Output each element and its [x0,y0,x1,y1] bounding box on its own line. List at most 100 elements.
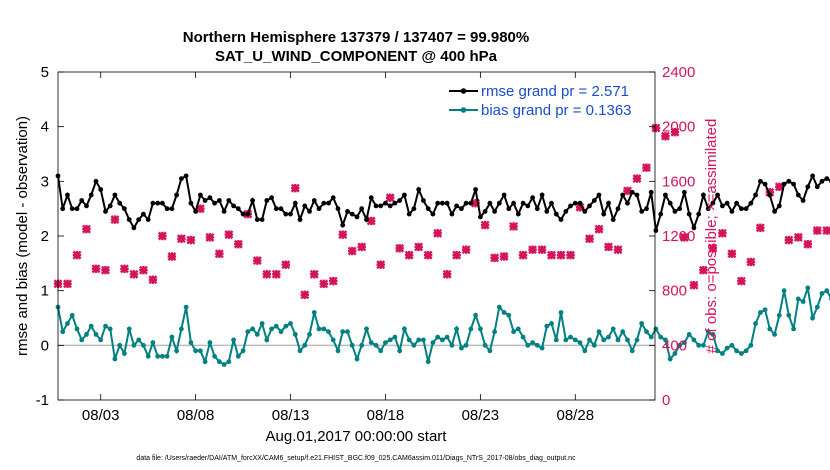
rmse-series-point [734,200,739,206]
obs-assimilated-marker [423,250,433,260]
obs-assimilated-marker [290,183,300,193]
bias-series-point [544,323,550,329]
bias-series-point [795,296,801,302]
obs-assimilated-marker [82,224,91,234]
bias-series-point [791,326,796,332]
rmse-series-point [549,200,554,206]
rmse-series-point [368,195,374,201]
obs-assimilated-marker [689,280,699,290]
bias-series-point [610,326,616,332]
bias-series-point [667,356,673,362]
rmse-series-point [786,178,792,184]
rmse-series-point [231,203,237,209]
rmse-series-point [250,198,256,203]
bias-series-point [297,348,303,354]
rmse-series-point [696,211,702,217]
rmse-series-point [264,198,270,203]
rmse-series-point [591,198,597,203]
obs-assimilated-marker [205,232,215,242]
x-tick-label: 08/08 [177,407,215,424]
rmse-series-point [753,192,758,198]
rmse-series-point [112,192,118,198]
obs-assimilated-marker [110,215,120,225]
obs-assimilated-marker [347,246,357,256]
obs-assimilated-marker [224,230,234,240]
bias-series-point [269,326,274,332]
bias-series-point [292,332,298,337]
obs-assimilated-marker [433,228,443,238]
bias-series-point [198,348,203,354]
rmse-series-point [525,203,531,209]
data-file-footnote: data file: /Users/raeder/DAI/ATM_forcXX/… [136,455,576,462]
legend-marker [460,88,467,94]
obs-assimilated-marker [101,265,110,275]
obs-assimilated-marker [385,193,395,203]
obs-assimilated-marker [91,264,101,274]
y-tick-label: 4 [41,119,49,136]
bias-series-point [515,326,521,332]
bias-series-point [473,312,478,318]
rmse-series-point [292,200,298,206]
bias-series-point [767,326,773,332]
rmse-series-point [117,200,123,206]
bias-series-point [421,337,426,343]
rmse-series-point [710,200,716,206]
obs-assimilated-marker [727,249,737,259]
rmse-series-point [416,187,422,192]
bias-series-point [397,348,403,354]
rmse-series-point [183,173,189,179]
bias-series-point [444,334,450,340]
y2-tick-label: 800 [662,283,687,300]
rmse-series-point [572,200,578,206]
bias-series-point [383,340,388,345]
rmse-series-point [430,211,436,217]
bias-series-point [387,337,393,343]
obs-assimilated-marker [651,123,661,133]
y2-axis-label: # of obs: o=possible; ×=assimilated [703,119,720,354]
bias-series-point [188,340,194,345]
rmse-series-point [364,217,369,223]
bias-series-point [748,342,754,348]
legend-marker [460,107,467,113]
obs-assimilated-marker [698,265,708,275]
obs-assimilated-marker [490,253,500,263]
obs-assimilated-marker [746,257,756,267]
bias-series-point [378,348,384,354]
bias-series-point [335,348,341,354]
obs-assimilated-marker [63,279,72,289]
bias-series-point [587,337,592,343]
bias-series-point [720,351,725,356]
obs-assimilated-marker [537,245,547,255]
x-tick-label: 08/23 [462,407,500,424]
obs-assimilated-marker [642,163,651,173]
rmse-series-point [136,217,142,223]
rmse-series-point [824,176,830,182]
rmse-series-point [667,200,673,206]
bias-series-point [648,334,654,340]
bias-series-point [202,359,208,365]
rmse-series-point [748,200,754,206]
chart-title: Northern Hemisphere 137379 / 137407 = 99… [183,29,529,46]
bias-series-point [245,329,251,335]
rmse-series-point [468,200,474,206]
bias-series-point [686,332,692,337]
obs-assimilated-marker [414,242,424,252]
bias-series-point [658,334,664,340]
y-axis-label: rmse and bias (model - observation) [14,116,31,356]
rmse-series-point [103,209,108,214]
bias-series-point [672,351,678,356]
rmse-series-point [658,211,664,217]
obs-assimilated-marker [480,220,490,230]
rmse-series-point [606,200,611,206]
rmse-series-point [406,211,412,217]
rmse-series-point [387,203,393,209]
bias-series-point [231,337,237,343]
bias-series-point [145,353,151,359]
bias-series-point [217,359,222,365]
rmse-series-point [316,206,322,212]
y-tick-label: 1 [41,283,49,300]
rmse-series-point [724,200,730,206]
rmse-series-point [463,200,469,206]
obs-assimilated-marker [338,230,348,240]
rmse-series-point [397,198,403,203]
